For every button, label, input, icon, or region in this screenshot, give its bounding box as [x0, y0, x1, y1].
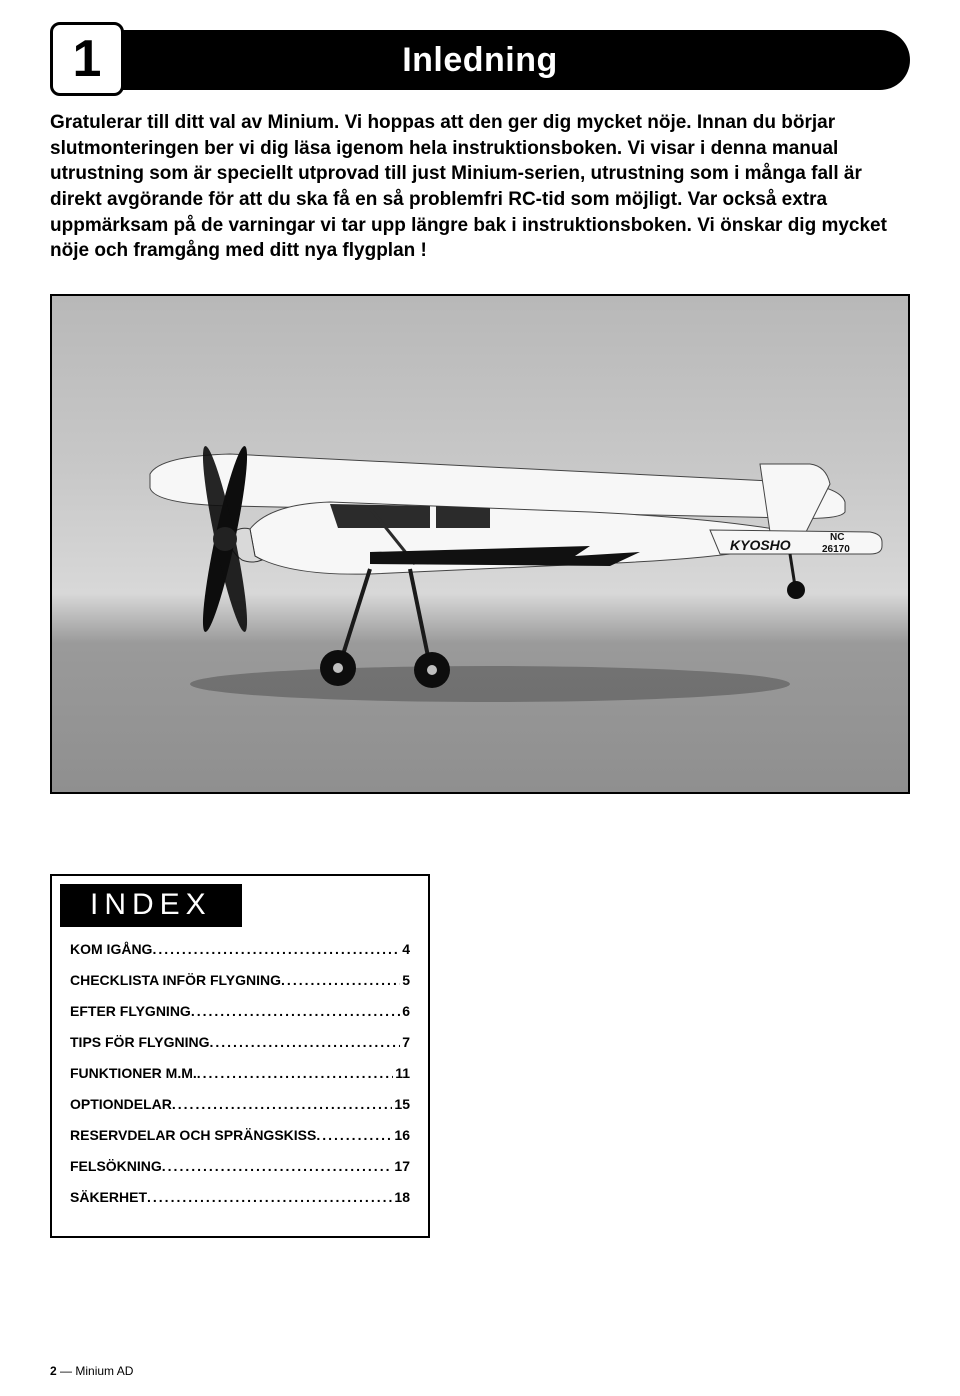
index-item-page: 11: [393, 1065, 410, 1081]
index-item: KOM IGÅNG 4: [70, 941, 410, 957]
brand-text: KYOSHO: [730, 537, 791, 553]
index-item-dots: [316, 1127, 392, 1143]
index-item: FUNKTIONER M.M. 11: [70, 1065, 410, 1081]
index-item-page: 7: [400, 1034, 410, 1050]
index-item-label: FUNKTIONER M.M.: [70, 1065, 197, 1081]
index-item-page: 15: [392, 1096, 410, 1112]
index-item-label: OPTIONDELAR: [70, 1096, 172, 1112]
index-item-page: 4: [400, 941, 410, 957]
index-item: RESERVDELAR OCH SPRÄNGSKISS 16: [70, 1127, 410, 1143]
index-item-dots: [147, 1189, 392, 1205]
index-item-page: 5: [400, 972, 410, 988]
index-item-label: SÄKERHET: [70, 1189, 147, 1205]
svg-text:26170: 26170: [822, 544, 850, 555]
section-header: 1 Inledning: [50, 30, 910, 90]
section-title: Inledning: [402, 41, 558, 80]
product-photo-frame: KYOSHO NC 26170: [50, 294, 910, 794]
index-item-label: KOM IGÅNG: [70, 941, 152, 957]
index-item-dots: [152, 941, 400, 957]
index-item: SÄKERHET 18: [70, 1189, 410, 1205]
index-item-dots: [191, 1003, 400, 1019]
footer-separator: —: [57, 1364, 76, 1378]
index-item-label: RESERVDELAR OCH SPRÄNGSKISS: [70, 1127, 316, 1143]
index-item-dots: [281, 972, 400, 988]
index-item: EFTER FLYGNING 6: [70, 1003, 410, 1019]
step-number-box: 1: [50, 22, 124, 96]
page-footer: 2 — Minium AD: [50, 1364, 133, 1378]
index-item-page: 6: [400, 1003, 410, 1019]
index-item-dots: [172, 1096, 393, 1112]
index-item: OPTIONDELAR 15: [70, 1096, 410, 1112]
index-item-label: CHECKLISTA INFÖR FLYGNING: [70, 972, 281, 988]
index-list: KOM IGÅNG 4 CHECKLISTA INFÖR FLYGNING 5 …: [58, 941, 422, 1230]
index-item-page: 18: [392, 1189, 410, 1205]
index-item-page: 16: [392, 1127, 410, 1143]
index-item: CHECKLISTA INFÖR FLYGNING 5: [70, 972, 410, 988]
footer-page-number: 2: [50, 1364, 57, 1378]
index-item: FELSÖKNING 17: [70, 1158, 410, 1174]
index-item-label: FELSÖKNING: [70, 1158, 162, 1174]
intro-paragraph: Gratulerar till ditt val av Minium. Vi h…: [50, 110, 910, 264]
index-panel: INDEX KOM IGÅNG 4 CHECKLISTA INFÖR FLYGN…: [50, 874, 430, 1238]
index-item-dots: [210, 1034, 401, 1050]
footer-doc-title: Minium AD: [75, 1364, 133, 1378]
index-item: TIPS FÖR FLYGNING 7: [70, 1034, 410, 1050]
svg-text:NC: NC: [830, 532, 844, 543]
airplane-illustration: KYOSHO NC 26170: [70, 364, 890, 724]
index-item-page: 17: [392, 1158, 410, 1174]
index-title: INDEX: [60, 884, 242, 927]
index-item-label: EFTER FLYGNING: [70, 1003, 191, 1019]
index-item-dots: [197, 1065, 393, 1081]
index-item-dots: [162, 1158, 393, 1174]
step-number: 1: [73, 29, 102, 89]
index-item-label: TIPS FÖR FLYGNING: [70, 1034, 210, 1050]
